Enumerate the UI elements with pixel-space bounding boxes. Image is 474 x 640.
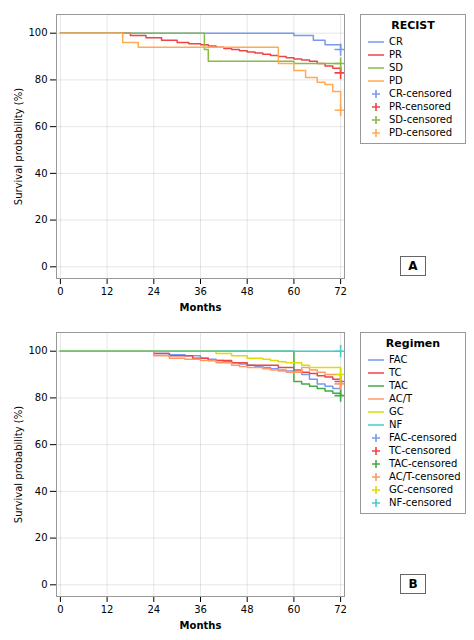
- html-text:TAC: TAC: [389, 380, 408, 391]
- svg-text:72: 72: [334, 286, 347, 297]
- html-text:PD-censored: PD-censored: [389, 127, 452, 138]
- html-text:PD: PD: [389, 75, 403, 86]
- html-text:AC/T: AC/T: [389, 393, 413, 404]
- svg-text:60: 60: [35, 439, 48, 450]
- svg-text:12: 12: [101, 286, 114, 297]
- svg-text:60: 60: [288, 286, 301, 297]
- svg-text:36: 36: [194, 604, 207, 615]
- svg-text:24: 24: [147, 604, 160, 615]
- html-text:Regimen: Regimen: [385, 337, 441, 350]
- svg-text:72: 72: [334, 604, 347, 615]
- svg-text:80: 80: [35, 74, 48, 85]
- svg-text:40: 40: [35, 168, 48, 179]
- html-text:B: B: [408, 577, 418, 591]
- html-text:PR: PR: [389, 49, 402, 60]
- svg-text:100: 100: [28, 27, 47, 38]
- html-text:GC-censored: GC-censored: [389, 484, 454, 495]
- svg-text:0: 0: [57, 286, 63, 297]
- html-text:NF-censored: NF-censored: [389, 497, 452, 508]
- svg-text:Months: Months: [180, 620, 222, 631]
- svg-text:0: 0: [41, 579, 47, 590]
- svg-text:12: 12: [101, 604, 114, 615]
- html-text:TAC-censored: TAC-censored: [389, 458, 458, 469]
- svg-text:20: 20: [35, 532, 48, 543]
- svg-text:0: 0: [57, 604, 63, 615]
- svg-text:48: 48: [241, 286, 254, 297]
- svg-text:100: 100: [28, 345, 47, 356]
- svg-text:40: 40: [35, 486, 48, 497]
- svg-text:60: 60: [35, 121, 48, 132]
- html-text:RECIST: RECIST: [391, 19, 435, 32]
- html-text:CR-censored: CR-censored: [389, 88, 452, 99]
- svg-text:Survival probability (%): Survival probability (%): [13, 88, 24, 205]
- html-text:FAC: FAC: [389, 354, 408, 365]
- html-text:NF: NF: [389, 419, 403, 430]
- svg-text:Months: Months: [180, 302, 222, 313]
- html-text:GC: GC: [389, 406, 404, 417]
- html-text:SD: SD: [389, 62, 404, 73]
- svg-text:0: 0: [41, 261, 47, 272]
- html-text:CR: CR: [389, 36, 403, 47]
- svg-text:60: 60: [288, 604, 301, 615]
- html-text:PR-censored: PR-censored: [389, 101, 451, 112]
- html-text:A: A: [408, 259, 418, 273]
- svg-text:20: 20: [35, 214, 48, 225]
- svg-text:36: 36: [194, 286, 207, 297]
- html-text:AC/T-censored: AC/T-censored: [389, 471, 461, 482]
- svg-text:Survival probability (%): Survival probability (%): [13, 406, 24, 523]
- html-text:FAC-censored: FAC-censored: [389, 432, 457, 443]
- svg-text:80: 80: [35, 392, 48, 403]
- html-text:TC-censored: TC-censored: [389, 445, 451, 456]
- svg-text:24: 24: [147, 286, 160, 297]
- html-text:TC: TC: [389, 367, 402, 378]
- html-text:SD-censored: SD-censored: [389, 114, 453, 125]
- svg-text:48: 48: [241, 604, 254, 615]
